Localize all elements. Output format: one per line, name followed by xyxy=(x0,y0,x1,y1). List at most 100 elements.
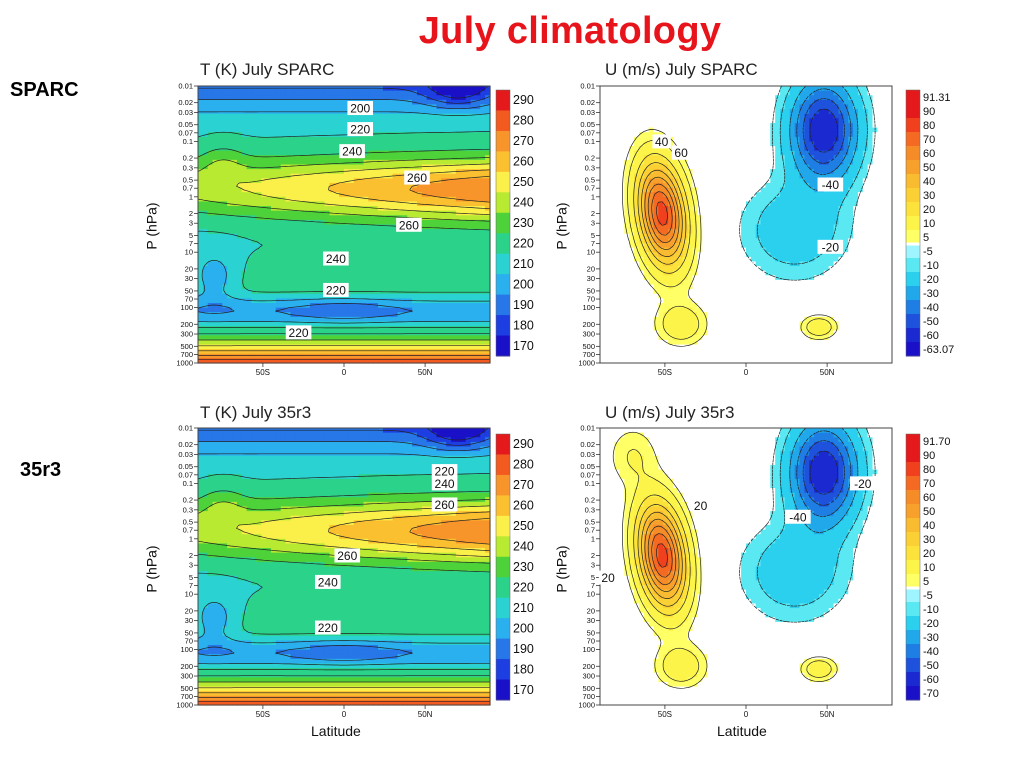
field-cell xyxy=(217,210,223,216)
field-cell xyxy=(368,141,374,147)
field-cell xyxy=(431,113,438,119)
field-cell xyxy=(402,339,408,346)
field-cell xyxy=(658,109,664,115)
field-cell xyxy=(222,242,228,249)
field-cell xyxy=(373,316,379,323)
field-cell xyxy=(619,298,625,304)
field-cell xyxy=(619,275,625,281)
field-cell xyxy=(256,127,262,133)
field-cell xyxy=(441,141,447,147)
field-cell xyxy=(441,353,447,359)
field-cell xyxy=(402,104,408,110)
field-cell xyxy=(222,330,228,336)
field-cell xyxy=(451,307,457,313)
field-cell xyxy=(358,344,365,350)
field-cell xyxy=(300,196,306,203)
field-cell xyxy=(280,136,287,142)
field-cell xyxy=(300,316,306,323)
field-cell xyxy=(485,196,491,203)
field-cell xyxy=(334,316,340,323)
field-cell xyxy=(319,316,326,323)
field-cell xyxy=(198,99,204,106)
field-cell xyxy=(236,353,243,359)
field-cell xyxy=(207,238,214,244)
field-cell xyxy=(280,206,287,212)
field-cell xyxy=(663,344,669,350)
field-cell xyxy=(353,229,360,235)
field-cell xyxy=(624,182,630,189)
field-cell xyxy=(227,127,233,133)
field-cell xyxy=(460,353,467,359)
field-cell xyxy=(417,182,423,189)
field-cell xyxy=(378,238,384,244)
field-cell xyxy=(271,136,277,142)
field-cell xyxy=(344,164,350,170)
field-cell xyxy=(348,173,355,179)
field-cell xyxy=(280,279,287,286)
field-cell xyxy=(353,353,360,359)
field-cell xyxy=(451,150,457,156)
field-cell xyxy=(222,293,228,299)
field-cell xyxy=(480,169,486,175)
field-cell xyxy=(387,150,394,156)
field-cell xyxy=(198,279,204,286)
field-cell xyxy=(295,206,301,212)
field-cell xyxy=(207,141,214,147)
field-cell xyxy=(373,127,379,133)
field-cell xyxy=(207,339,214,346)
field-cell xyxy=(412,118,418,124)
field-cell xyxy=(324,90,330,96)
field-cell xyxy=(412,159,418,166)
field-cell xyxy=(251,122,257,129)
field-cell xyxy=(251,349,257,355)
field-cell xyxy=(295,136,301,142)
field-cell xyxy=(212,127,219,133)
field-cell xyxy=(329,275,335,281)
field-cell xyxy=(692,146,698,152)
field-cell xyxy=(475,358,481,364)
field-cell xyxy=(697,122,703,129)
field-cell xyxy=(460,302,467,309)
field-cell xyxy=(451,182,457,189)
field-cell xyxy=(663,353,669,359)
field-cell xyxy=(290,206,296,212)
field-cell xyxy=(697,321,703,327)
field-cell xyxy=(290,229,296,235)
field-cell xyxy=(677,289,684,295)
field-cell xyxy=(339,173,345,179)
field-cell xyxy=(692,321,698,327)
field-cell xyxy=(412,284,418,290)
field-cell xyxy=(624,284,630,290)
field-cell xyxy=(339,233,345,239)
field-cell xyxy=(232,256,238,263)
field-cell xyxy=(677,298,684,304)
field-cell xyxy=(305,150,311,156)
field-cell xyxy=(431,155,438,161)
field-cell xyxy=(280,330,287,336)
field-cell xyxy=(309,182,316,189)
field-cell xyxy=(373,335,379,341)
field-cell xyxy=(402,150,408,156)
field-cell xyxy=(319,136,326,142)
field-cell xyxy=(417,118,423,124)
field-cell xyxy=(609,312,616,318)
field-cell xyxy=(412,302,418,309)
field-cell xyxy=(441,201,447,207)
field-cell xyxy=(266,192,272,198)
field-cell xyxy=(431,127,438,133)
field-cell xyxy=(397,252,403,258)
field-cell xyxy=(227,339,233,346)
field-cell xyxy=(475,150,481,156)
field-cell xyxy=(663,109,669,115)
field-cell xyxy=(378,266,384,272)
colorbar-label: 210 xyxy=(513,257,534,271)
field-cell xyxy=(614,127,621,133)
field-cell xyxy=(363,316,369,323)
field-cell xyxy=(446,358,452,364)
field-cell xyxy=(266,344,272,350)
field-cell xyxy=(373,136,379,142)
field-cell xyxy=(314,335,321,341)
field-cell xyxy=(329,150,335,156)
field-cell xyxy=(397,122,403,129)
field-cell xyxy=(348,358,355,364)
